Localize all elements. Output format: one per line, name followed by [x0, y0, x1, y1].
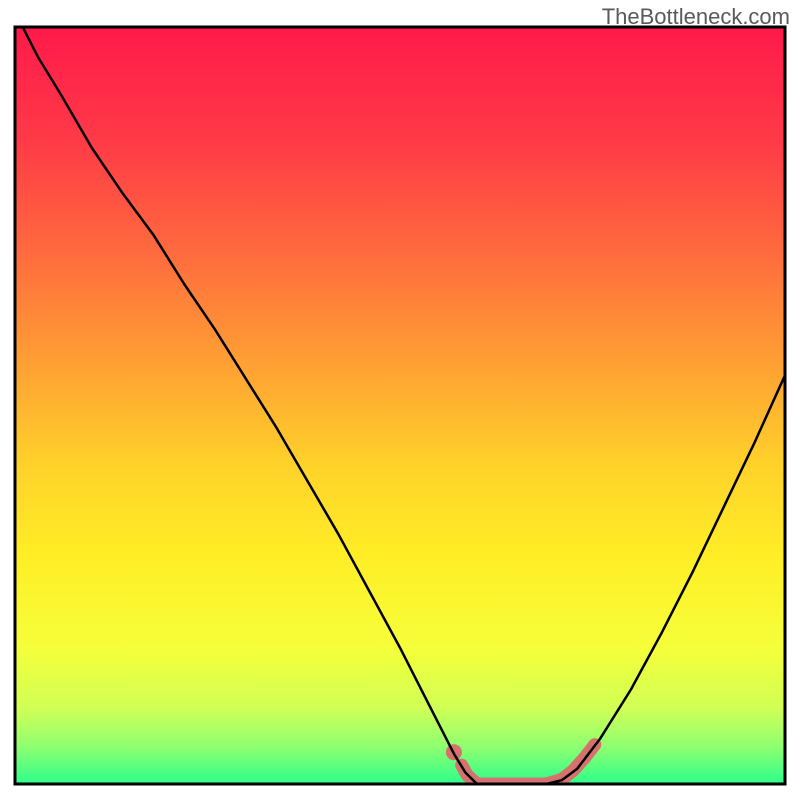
- attribution-text: TheBottleneck.com: [602, 4, 790, 30]
- gradient-background: [15, 27, 785, 784]
- chart-container: TheBottleneck.com: [0, 0, 800, 800]
- bottleneck-chart: [0, 0, 800, 800]
